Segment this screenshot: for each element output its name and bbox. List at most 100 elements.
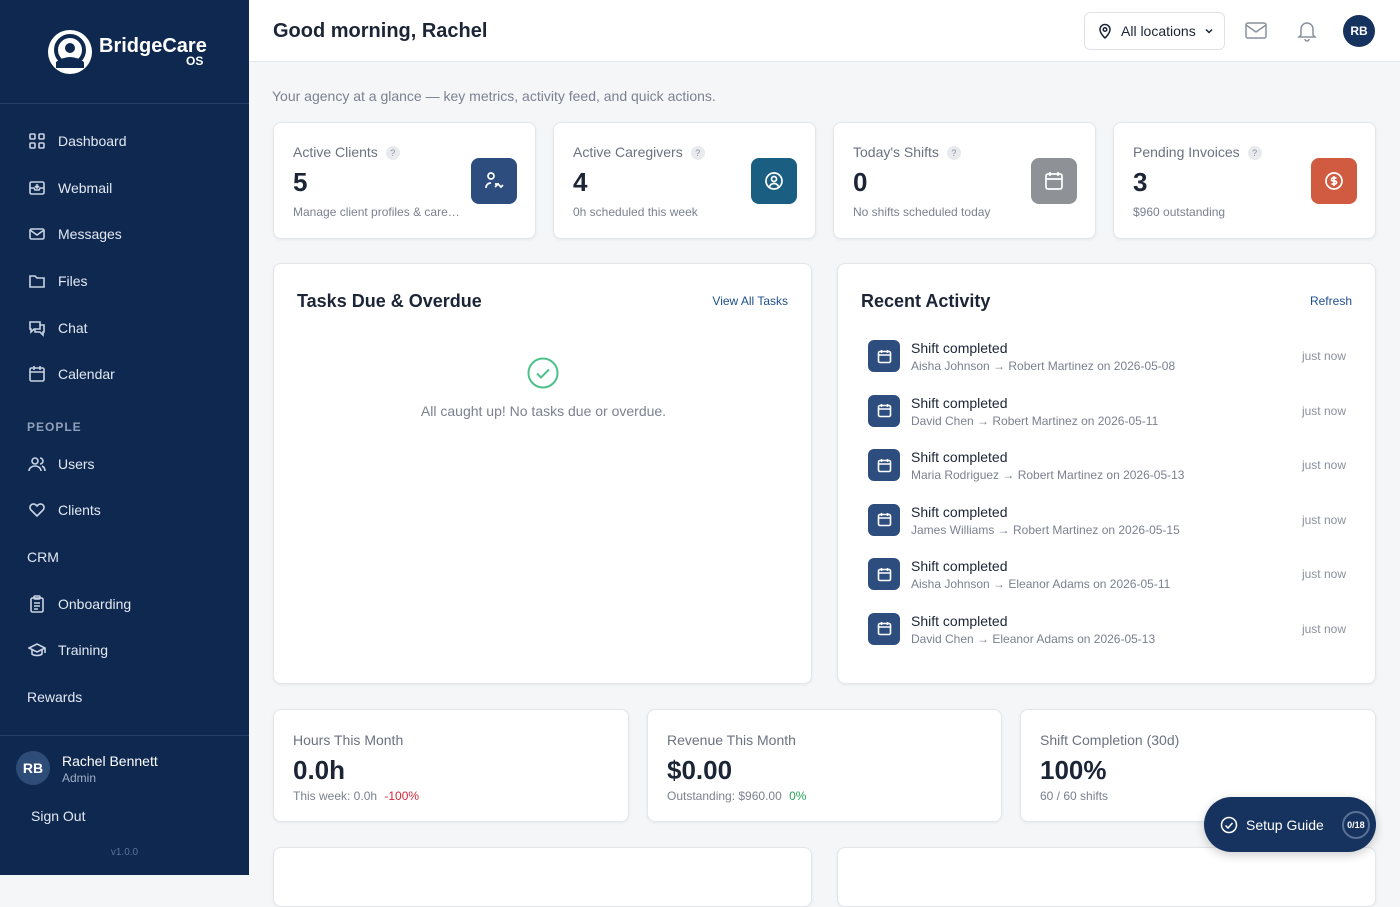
notification-button[interactable] [1297, 20, 1317, 42]
nav-item[interactable]: Rewards [27, 687, 82, 707]
activity-title: Shift completed [911, 394, 1008, 411]
help-icon[interactable]: ? [946, 146, 961, 161]
stat-icon [1311, 158, 1357, 204]
chevron [1205, 28, 1213, 34]
stat-card: Today's Shifts? 0 No shifts scheduled to… [833, 122, 1096, 239]
card-link[interactable]: View All Tasks [712, 294, 788, 308]
metric-card: Revenue This Month $0.00 Outstanding: $9… [647, 709, 1002, 822]
nav-item[interactable]: Dashboard [28, 131, 127, 151]
help-icon[interactable]: ? [690, 146, 705, 161]
nav-item[interactable]: Chat [28, 318, 88, 338]
location-select[interactable]: All locations [1084, 12, 1225, 50]
empty-message: All caught up! No tasks due or overdue. [420, 403, 667, 419]
stat-label: Today's Shifts [853, 144, 939, 160]
card [273, 847, 812, 907]
nav-item[interactable]: Training [28, 640, 108, 660]
activity-time: just now [1301, 567, 1346, 581]
stat-label-row: Pending Invoices? [1133, 144, 1262, 161]
help-icon[interactable]: ? [385, 146, 400, 161]
activity-title: Shift completed [911, 558, 1008, 574]
calendar-icon [877, 567, 891, 581]
user-role: Admin [62, 771, 97, 785]
nav-icon [29, 366, 45, 382]
header-avatar[interactable]: RB [1343, 15, 1375, 47]
nav-item[interactable]: Clients [28, 500, 101, 520]
nav-item[interactable]: Webmail [28, 178, 112, 198]
card-link[interactable]: Refresh [1309, 294, 1352, 308]
nav-icon [29, 133, 45, 149]
activity-icon [868, 340, 900, 372]
calendar-icon [877, 404, 891, 418]
stat-icon [1031, 158, 1077, 204]
metric-value: 0.0h [293, 755, 346, 785]
header: Good morning, Rachel All locations RB [249, 0, 1400, 62]
user-avatar: RB [16, 751, 50, 785]
setup-guide-button[interactable]: Setup Guide 0/18 [1204, 797, 1376, 852]
metric-note: This week: 0.0h [293, 789, 378, 803]
activity-time: just now [1301, 458, 1346, 472]
nav-item[interactable]: CRM [27, 547, 59, 567]
activity-icon [868, 558, 900, 590]
nav-label: Calendar [58, 366, 115, 382]
activity-detail: Aisha Johnson → Eleanor Adams on 2026-05… [911, 577, 1171, 591]
nav-label: Webmail [58, 180, 113, 196]
activity-time: just now [1301, 512, 1346, 527]
check-icon [527, 357, 559, 389]
nav-label: Clients [58, 502, 101, 518]
metric-value: $0.00 [667, 755, 733, 785]
nav-icon [28, 643, 46, 657]
stat-icon [751, 158, 797, 204]
brand-sub: OS [186, 54, 204, 68]
metric-change: -100% [384, 789, 420, 803]
nav-icon [28, 457, 46, 472]
divider [0, 103, 249, 104]
brand-name: BridgeCare [99, 35, 207, 57]
metric-card: Hours This Month 0.0h This week: 0.0h -1… [273, 709, 629, 822]
activity-title: Shift completed [911, 612, 1008, 629]
tasks-card: Tasks Due & Overdue View All Tasks All c… [273, 263, 812, 684]
stat-value: 3 [1133, 167, 1148, 197]
activity-item: Shift completed Aisha Johnson → Robert Ma… [868, 340, 1346, 376]
nav-label: Dashboard [58, 133, 127, 149]
nav-label: Chat [58, 320, 88, 336]
activity-icon [868, 449, 900, 481]
mail-button[interactable] [1245, 21, 1267, 41]
card-title: Recent Activity [861, 291, 991, 311]
help-icon[interactable]: ? [1247, 146, 1262, 161]
activity-icon [868, 503, 900, 536]
nav-item[interactable]: Users [28, 454, 95, 474]
activity-icon [868, 394, 900, 427]
nav-icon [29, 228, 45, 240]
stat-note: 0h scheduled this week [573, 205, 698, 219]
stat-note: $960 outstanding [1133, 205, 1226, 219]
stat-label-row: Active Caregivers? [573, 144, 705, 161]
stat-label: Pending Invoices [1133, 144, 1240, 160]
nav-label: Users [58, 456, 95, 472]
nav-item[interactable]: Messages [28, 224, 122, 244]
sign-out[interactable]: Sign Out [31, 808, 86, 824]
brand-logo [48, 30, 92, 74]
calendar-icon [877, 622, 891, 636]
nav-icon [29, 503, 45, 518]
activity-time: just now [1301, 621, 1346, 636]
nav-label: Onboarding [58, 596, 132, 612]
subtitle: Your agency at a glance — key metrics, a… [272, 88, 716, 104]
metric-note-row: This week: 0.0h -100% [293, 789, 419, 803]
stat-value: 5 [293, 167, 308, 197]
nav-icon [29, 181, 45, 195]
nav-item[interactable]: Onboarding [28, 594, 131, 614]
nav-item[interactable]: Calendar [28, 364, 115, 384]
stat-value: 0 [853, 167, 868, 197]
stat-label: Active Caregivers [573, 144, 683, 160]
activity-item: Shift completed David Chen → Eleanor Adam… [868, 612, 1346, 649]
activity-detail: David Chen → Robert Martinez on 2026-05-… [911, 413, 1159, 428]
stat-label-row: Active Clients? [293, 144, 400, 161]
activity-detail: David Chen → Eleanor Adams on 2026-05-13 [911, 631, 1156, 646]
pin-icon [1099, 23, 1111, 39]
nav-label: Messages [58, 226, 122, 242]
location-label: All locations [1121, 23, 1196, 39]
nav-item[interactable]: Files [28, 271, 88, 291]
nav-icon [29, 321, 45, 337]
nav-icon [30, 595, 44, 613]
stat-icon [471, 158, 517, 204]
